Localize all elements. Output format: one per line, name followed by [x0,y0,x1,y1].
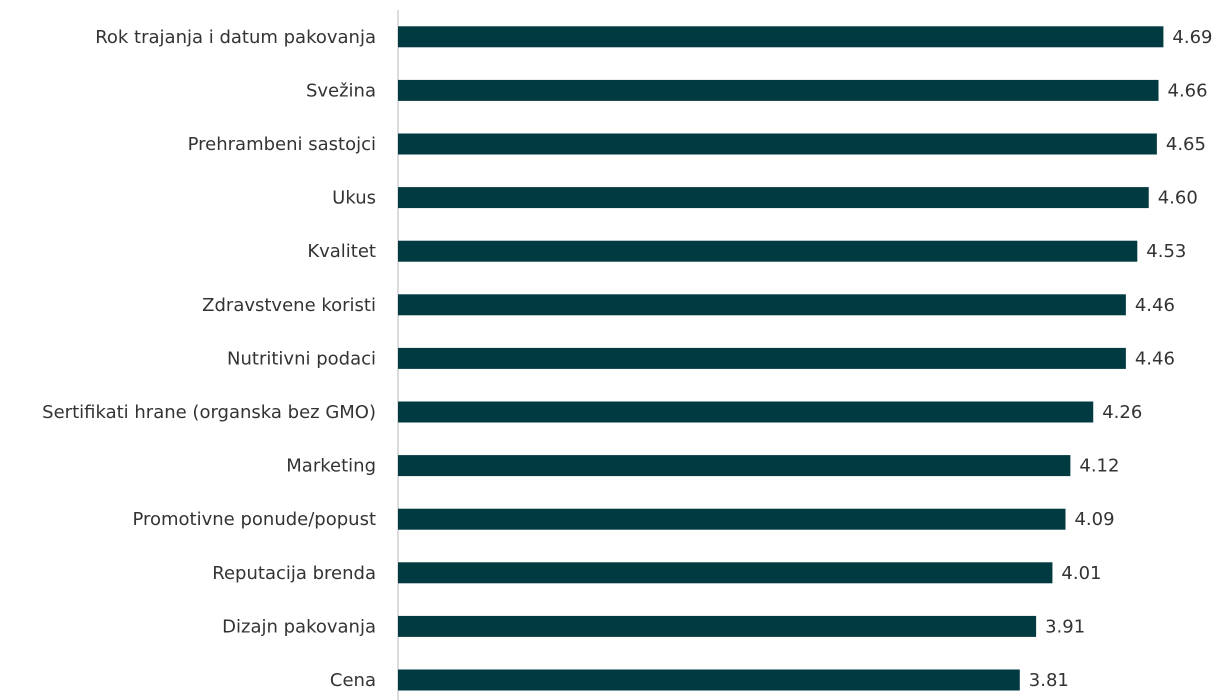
value-label: 4.26 [1102,402,1142,423]
bar [398,294,1126,316]
category-label: Zdravstvene koristi [202,295,376,316]
value-label: 3.91 [1045,616,1085,637]
value-label: 4.46 [1135,348,1175,369]
category-label: Prehrambeni sastojci [188,134,376,155]
category-label: Marketing [286,456,376,477]
bar [398,562,1053,584]
bar [398,455,1071,477]
bar [398,401,1094,423]
category-label: Reputacija brenda [212,563,376,584]
value-label: 4.12 [1079,456,1119,477]
value-label: 4.46 [1135,295,1175,316]
value-label: 3.81 [1029,670,1069,691]
category-label: Nutritivni podaci [227,348,376,369]
category-label: Ukus [332,188,376,209]
category-label: Kvalitet [307,241,376,262]
value-label: 4.60 [1158,188,1198,209]
bar [398,508,1066,530]
category-label: Rok trajanja i datum pakovanja [95,27,376,48]
bar [398,26,1164,48]
bar [398,187,1149,209]
bar [398,79,1159,101]
bar [398,347,1126,369]
value-label: 4.53 [1146,241,1186,262]
bar [398,240,1138,262]
category-label: Svežina [306,80,376,101]
value-label: 4.69 [1172,27,1212,48]
category-label: Sertifikati hrane (organska bez GMO) [42,402,376,423]
category-label: Dizajn pakovanja [222,616,376,637]
category-label: Promotivne ponude/popust [132,509,376,530]
bar [398,615,1037,637]
value-label: 4.09 [1074,509,1114,530]
bar [398,133,1157,155]
value-label: 4.01 [1061,563,1101,584]
category-label: Cena [330,670,376,691]
value-label: 4.65 [1166,134,1206,155]
value-label: 4.66 [1168,80,1208,101]
bar [398,669,1020,691]
